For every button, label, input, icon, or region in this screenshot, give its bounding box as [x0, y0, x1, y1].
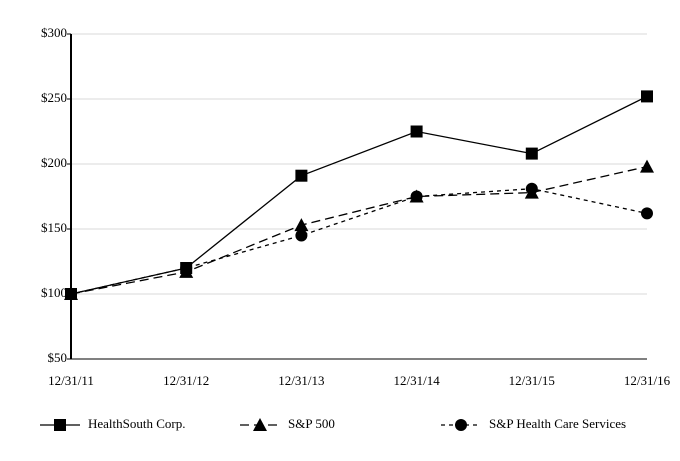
data-point [641, 90, 653, 103]
x-tick-label: 12/31/14 [393, 373, 440, 388]
y-tick-label: $200 [41, 155, 67, 170]
data-point [180, 262, 193, 274]
data-point [295, 169, 308, 182]
legend-label: S&P Health Care Services [489, 416, 626, 431]
y-tick-label: $100 [41, 285, 67, 300]
data-point [525, 182, 538, 195]
data-point [525, 147, 538, 160]
y-tick-label: $150 [41, 220, 67, 235]
data-point [65, 288, 77, 300]
x-tick-label: 12/31/15 [509, 373, 555, 388]
y-tick-label: $300 [41, 25, 67, 40]
data-point [410, 125, 423, 138]
series-line [70, 188, 648, 295]
data-point [294, 218, 309, 232]
x-tick-label: 12/31/11 [48, 373, 94, 388]
y-tick-label: $250 [41, 90, 67, 105]
x-tick-label: 12/31/12 [163, 373, 209, 388]
legend-marker [54, 419, 66, 431]
legend-label: HealthSouth Corp. [88, 416, 186, 431]
x-tick-label: 12/31/13 [278, 373, 324, 388]
data-point [640, 159, 654, 173]
legend-marker [253, 418, 267, 431]
y-tick-label: $50 [48, 350, 68, 365]
x-tick-label: 12/31/16 [624, 373, 671, 388]
data-point [641, 207, 653, 220]
data-point [410, 190, 423, 203]
data-point [295, 229, 308, 242]
legend-label: S&P 500 [288, 416, 335, 431]
legend-marker [455, 419, 467, 431]
series-line [70, 165, 648, 295]
